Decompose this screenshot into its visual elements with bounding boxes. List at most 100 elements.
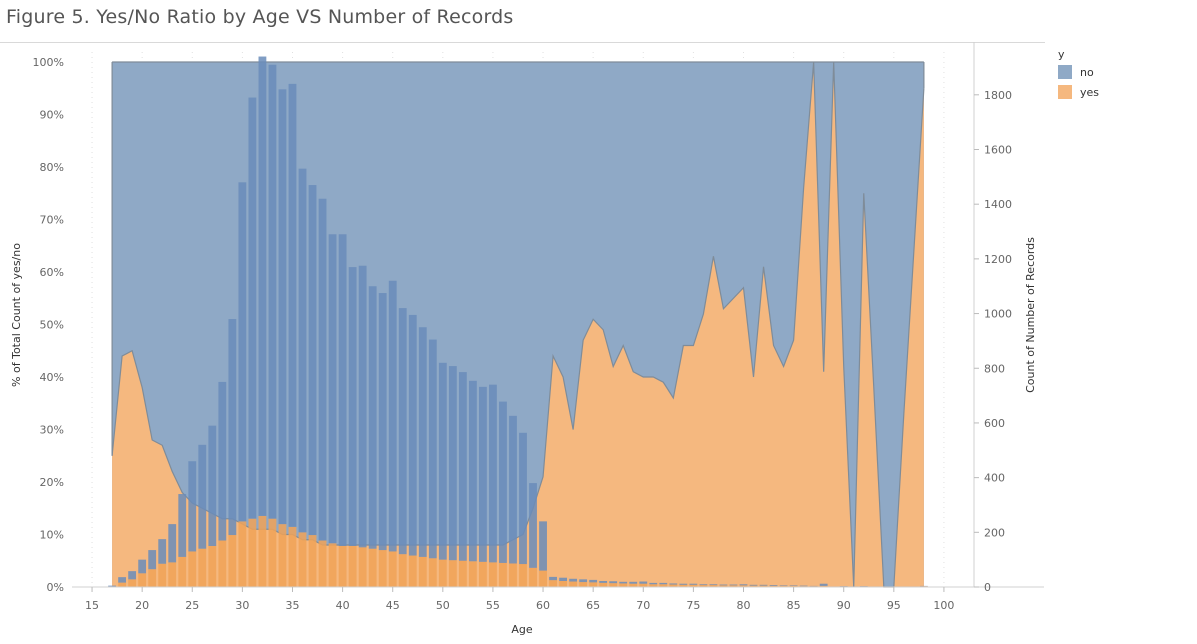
- bar-yes: [158, 563, 167, 587]
- left-tick-label: 30%: [40, 424, 64, 437]
- bar-no: [629, 581, 638, 584]
- right-tick-label: 1200: [984, 253, 1012, 266]
- bar-yes: [348, 545, 357, 587]
- bar-no: [328, 234, 337, 544]
- bar-yes: [438, 559, 447, 587]
- x-axis-title: Age: [511, 623, 533, 636]
- bar-yes: [368, 548, 377, 587]
- left-tick-label: 100%: [33, 56, 64, 69]
- bar-no: [479, 386, 487, 562]
- right-axis-ticks: 0 200 400 600 800 1000 1200 1400 1600 1800: [974, 89, 1012, 594]
- right-tick-label: 1600: [984, 144, 1012, 157]
- bar-no: [178, 494, 187, 557]
- bar-yes: [298, 532, 307, 587]
- bar-yes: [569, 581, 578, 587]
- title-divider: [0, 42, 1045, 43]
- bar-yes: [729, 585, 738, 587]
- bar-yes: [468, 561, 477, 587]
- bar-no: [619, 581, 628, 584]
- x-axis-ticks: 15 20 25 30 35 40 45 50 55 60 65 70 75 80 85 90 95 100: [85, 587, 954, 612]
- left-tick-label: 40%: [40, 371, 64, 384]
- bar-no: [679, 583, 688, 585]
- bar-no: [649, 582, 658, 585]
- ratio-boundary-line: [111, 61, 925, 588]
- right-tick-label: 0: [984, 581, 991, 594]
- bar-yes: [609, 583, 618, 587]
- bar-no: [549, 576, 557, 581]
- bar-no: [198, 444, 207, 549]
- left-tick-label: 80%: [40, 161, 64, 174]
- bar-yes: [128, 579, 137, 587]
- x-tick-label: 50: [436, 599, 450, 612]
- bar-no: [128, 571, 137, 580]
- bar-yes: [559, 580, 567, 587]
- bar-no: [188, 461, 197, 552]
- bar-no: [659, 582, 668, 585]
- bar-yes: [619, 583, 628, 587]
- bar-no: [288, 83, 297, 527]
- left-tick-label: 0%: [47, 581, 64, 594]
- bar-no: [599, 580, 608, 583]
- bar-no: [689, 583, 698, 585]
- left-axis-ticks: 0% 10% 20% 30% 40% 50% 60% 70% 80% 90% 100%: [33, 56, 64, 594]
- bar-no: [819, 583, 828, 586]
- bar-yes: [378, 550, 387, 587]
- legend-item-no[interactable]: no: [1058, 65, 1099, 79]
- left-tick-label: 20%: [40, 476, 64, 489]
- legend-item-yes[interactable]: yes: [1058, 85, 1099, 99]
- x-tick-label: 80: [736, 599, 750, 612]
- bar-yes: [679, 584, 688, 587]
- bar-yes: [178, 556, 187, 587]
- bar-yes: [398, 554, 407, 587]
- bar-yes: [338, 545, 347, 587]
- bar-no: [589, 579, 598, 583]
- bar-no: [168, 524, 177, 563]
- bar-yes: [629, 583, 638, 587]
- bar-yes: [649, 584, 658, 587]
- x-tick-label: 55: [486, 599, 500, 612]
- ratio-areas: [111, 61, 925, 588]
- bar-no: [218, 381, 227, 541]
- bar-yes: [148, 569, 157, 587]
- bar-no: [499, 401, 507, 563]
- right-tick-label: 800: [984, 362, 1005, 375]
- bar-no: [569, 578, 578, 582]
- bar-yes: [549, 580, 557, 587]
- right-tick-label: 1800: [984, 89, 1012, 102]
- bar-yes: [458, 560, 467, 587]
- x-tick-label: 70: [636, 599, 650, 612]
- bar-no: [739, 584, 748, 586]
- left-axis-title: % of Total Count of yes/no: [10, 243, 23, 387]
- bar-yes: [589, 582, 598, 587]
- left-tick-label: 90%: [40, 109, 64, 122]
- bar-no: [468, 380, 477, 562]
- right-tick-label: 1000: [984, 308, 1012, 321]
- bar-yes: [428, 558, 437, 587]
- bar-no: [348, 267, 357, 546]
- bar-no: [579, 579, 588, 583]
- bar-yes: [749, 585, 758, 587]
- bar-yes: [238, 521, 247, 587]
- bar-no: [338, 234, 347, 546]
- bar-no: [418, 327, 427, 557]
- x-tick-label: 60: [536, 599, 550, 612]
- x-tick-label: 45: [386, 599, 400, 612]
- bar-no: [428, 339, 437, 559]
- bar-yes: [268, 518, 277, 587]
- bar-yes: [408, 555, 417, 587]
- yes-ratio-area: [112, 62, 924, 587]
- bar-yes: [228, 535, 237, 587]
- bar-yes: [819, 585, 828, 587]
- bar-no: [779, 585, 788, 586]
- bar-yes: [218, 540, 227, 587]
- x-tick-label: 65: [586, 599, 600, 612]
- bar-yes: [138, 573, 147, 587]
- bar-no: [398, 308, 407, 555]
- bar-no: [749, 584, 758, 586]
- bar-yes: [539, 570, 547, 587]
- bar-yes: [288, 526, 297, 587]
- bar-yes: [188, 551, 197, 587]
- bar-yes: [208, 545, 217, 587]
- x-tick-label: 25: [185, 599, 199, 612]
